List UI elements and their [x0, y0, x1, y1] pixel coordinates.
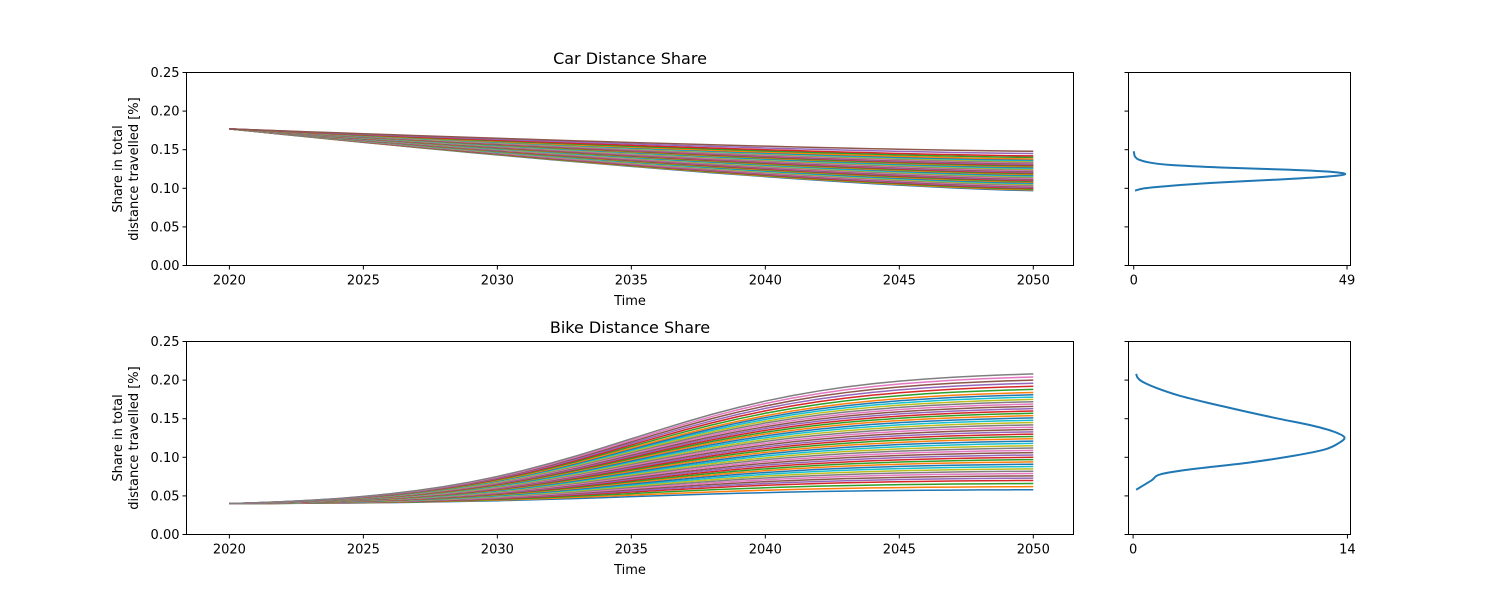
bike-distribution-plot: 0 14	[1124, 341, 1356, 558]
car-x-axis-label: Time	[613, 294, 646, 309]
bike-plot-frame	[186, 341, 1074, 535]
bike-distribution-y-ticks	[1124, 341, 1129, 535]
bike-x-tick-label: 2025	[347, 543, 380, 558]
bike-y-axis-label-line1: Share in total	[111, 394, 126, 481]
car-distribution-curve	[1132, 151, 1347, 192]
car-distribution-plot: 0 49	[1124, 72, 1356, 289]
car-y-axis: 0.00 0.05 0.10 0.15 0.20 0.25	[151, 66, 187, 274]
car-x-tick-label: 2030	[481, 274, 514, 289]
bike-x-tick-label: 2045	[883, 543, 916, 558]
car-y-tick-label: 0.00	[151, 259, 180, 274]
car-distribution-x-tick-label: 49	[1339, 274, 1356, 289]
bike-distance-share-plot: Bike Distance Share 0.00 0.05 0.10 0.15 0.20…	[111, 318, 1074, 578]
bike-distribution-x-tick-label: 0	[1129, 543, 1137, 558]
bike-x-axis: 2020 2025 2030 2035 2040 2045 2050	[213, 534, 1050, 558]
car-distribution-y-ticks	[1124, 72, 1129, 266]
bike-x-axis-label: Time	[613, 563, 646, 578]
car-distribution-x-axis: 0 49	[1130, 265, 1356, 289]
bike-y-tick-label: 0.15	[151, 412, 180, 427]
bike-y-tick-label: 0.10	[151, 451, 180, 466]
bike-series-lines	[229, 373, 1034, 505]
bike-distribution-x-tick-label: 14	[1339, 543, 1356, 558]
bike-distribution-frame	[1128, 341, 1351, 535]
car-series-lines	[229, 128, 1034, 192]
car-y-tick-label: 0.15	[151, 143, 180, 158]
car-distribution-frame	[1128, 72, 1351, 266]
bike-distribution-curve	[1135, 373, 1346, 491]
car-chart-title: Car Distance Share	[553, 49, 707, 68]
car-y-tick-label: 0.25	[151, 66, 180, 81]
car-x-tick-label: 2045	[883, 274, 916, 289]
car-distribution-x-tick-label: 0	[1130, 274, 1138, 289]
bike-x-tick-label: 2020	[213, 543, 246, 558]
car-y-tick-label: 0.05	[151, 220, 180, 235]
bike-y-axis-label-line2: distance travelled [%]	[127, 366, 142, 509]
car-x-tick-label: 2025	[347, 274, 380, 289]
car-x-tick-label: 2040	[749, 274, 782, 289]
bike-y-tick-label: 0.00	[151, 528, 180, 543]
car-distance-share-plot: Car Distance Share 0.000.050.100.150.200…	[111, 49, 1074, 309]
car-y-tick-label: 0.20	[151, 105, 180, 120]
bike-y-tick-label: 0.05	[151, 489, 180, 504]
car-x-tick-label: 2020	[213, 274, 246, 289]
bike-x-tick-label: 2050	[1017, 543, 1050, 558]
bike-y-tick-label: 0.20	[151, 374, 180, 389]
car-x-tick-label: 2035	[615, 274, 648, 289]
car-y-axis-label-line2: distance travelled [%]	[127, 97, 142, 240]
bike-y-axis: 0.00 0.05 0.10 0.15 0.20 0.25	[151, 335, 187, 543]
bike-distribution-x-axis: 0 14	[1129, 534, 1356, 558]
car-x-tick-label: 2050	[1017, 274, 1050, 289]
car-y-axis-label-line1: Share in total	[111, 125, 126, 212]
car-x-axis: 2020 2025 2030 2035 2040 2045 2050	[213, 265, 1050, 289]
bike-y-tick-label: 0.25	[151, 335, 180, 350]
bike-series-line	[229, 373, 1034, 505]
bike-chart-title: Bike Distance Share	[550, 318, 710, 337]
bike-x-tick-label: 2035	[615, 543, 648, 558]
car-plot-frame	[186, 72, 1074, 266]
car-y-tick-label: 0.10	[151, 182, 180, 197]
bike-x-tick-label: 2040	[749, 543, 782, 558]
car-series-line	[229, 128, 1034, 152]
bike-x-tick-label: 2030	[481, 543, 514, 558]
